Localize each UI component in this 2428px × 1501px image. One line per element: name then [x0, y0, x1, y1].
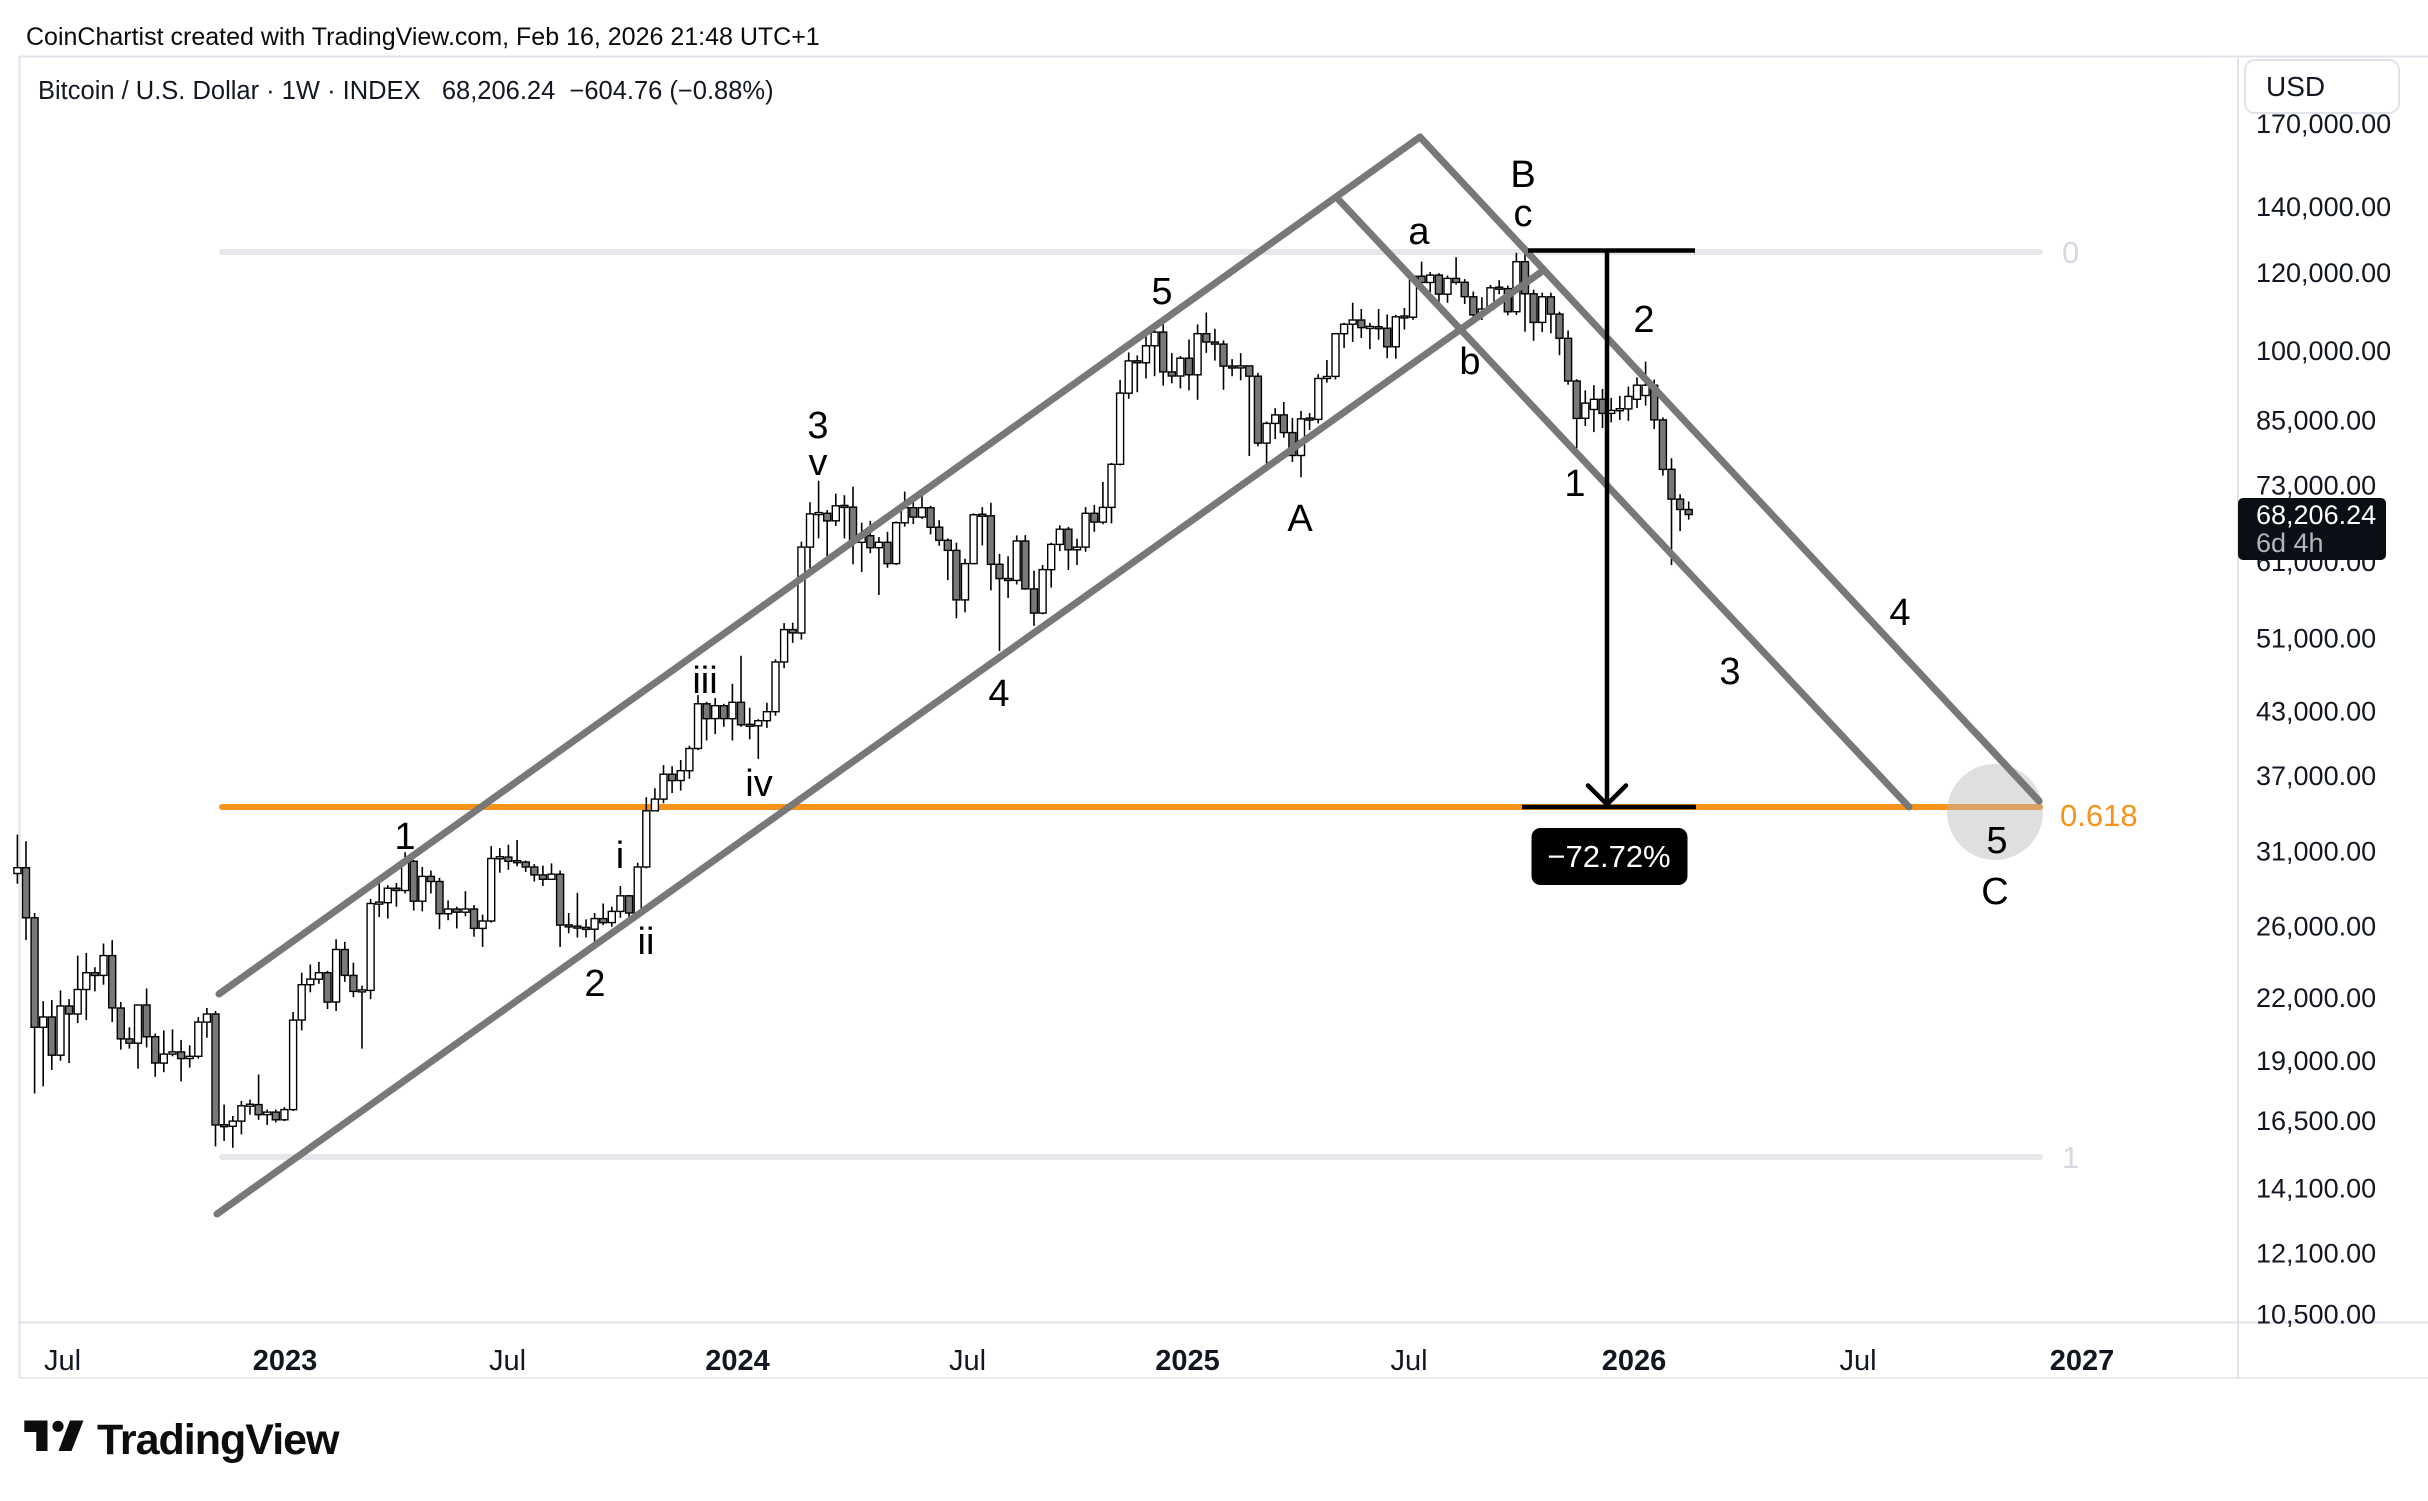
svg-text:51,000.00: 51,000.00	[2256, 624, 2376, 654]
svg-text:4: 4	[988, 673, 1009, 715]
svg-text:16,500.00: 16,500.00	[2256, 1106, 2376, 1136]
svg-text:iv: iv	[745, 763, 772, 805]
svg-text:1: 1	[2062, 1140, 2079, 1175]
svg-text:ii: ii	[638, 921, 655, 963]
svg-text:TradingView: TradingView	[97, 1416, 340, 1464]
svg-text:19,000.00: 19,000.00	[2256, 1046, 2376, 1076]
svg-text:CoinChartist created with Trad: CoinChartist created with TradingView.co…	[26, 23, 820, 51]
svg-text:2025: 2025	[1155, 1345, 1220, 1377]
svg-text:Jul: Jul	[949, 1345, 986, 1377]
svg-text:31,000.00: 31,000.00	[2256, 837, 2376, 867]
svg-text:4: 4	[1889, 592, 1910, 634]
svg-text:43,000.00: 43,000.00	[2256, 697, 2376, 727]
svg-text:73,000.00: 73,000.00	[2256, 470, 2376, 500]
svg-text:12,100.00: 12,100.00	[2256, 1239, 2376, 1269]
svg-text:Jul: Jul	[1390, 1345, 1427, 1377]
svg-text:C: C	[1981, 871, 2008, 913]
svg-text:10,500.00: 10,500.00	[2256, 1299, 2376, 1329]
svg-text:2: 2	[584, 963, 605, 1005]
svg-text:3: 3	[807, 405, 828, 447]
svg-text:1: 1	[1564, 463, 1585, 505]
svg-text:Jul: Jul	[44, 1345, 81, 1377]
svg-text:2024: 2024	[705, 1345, 770, 1377]
svg-text:0: 0	[2062, 235, 2079, 270]
svg-text:5: 5	[1986, 820, 2007, 862]
svg-text:USD: USD	[2266, 71, 2325, 102]
svg-text:14,100.00: 14,100.00	[2256, 1173, 2376, 1203]
svg-text:2027: 2027	[2050, 1345, 2115, 1377]
svg-text:3: 3	[1719, 651, 1740, 693]
svg-text:2026: 2026	[1602, 1345, 1667, 1377]
svg-text:c: c	[1514, 193, 1533, 235]
svg-text:6d 4h: 6d 4h	[2256, 528, 2324, 558]
svg-text:Jul: Jul	[1839, 1345, 1876, 1377]
svg-text:iii: iii	[692, 660, 717, 702]
svg-text:5: 5	[1151, 271, 1172, 313]
svg-text:22,000.00: 22,000.00	[2256, 983, 2376, 1013]
svg-text:b: b	[1459, 341, 1480, 383]
svg-text:1: 1	[394, 816, 415, 858]
svg-text:a: a	[1408, 211, 1430, 253]
svg-text:i: i	[616, 835, 624, 877]
svg-text:v: v	[809, 442, 828, 484]
svg-text:85,000.00: 85,000.00	[2256, 405, 2376, 435]
svg-text:37,000.00: 37,000.00	[2256, 761, 2376, 791]
svg-text:170,000.00: 170,000.00	[2256, 109, 2391, 139]
svg-text:Bitcoin / U.S. Dollar · 1W · I: Bitcoin / U.S. Dollar · 1W · INDEX 68,20…	[38, 77, 774, 105]
svg-text:B: B	[1510, 154, 1535, 196]
svg-text:2023: 2023	[253, 1345, 318, 1377]
svg-text:−72.72%: −72.72%	[1547, 839, 1670, 874]
svg-text:Jul: Jul	[489, 1345, 526, 1377]
svg-text:100,000.00: 100,000.00	[2256, 336, 2391, 366]
svg-text:120,000.00: 120,000.00	[2256, 258, 2391, 288]
svg-text:A: A	[1287, 498, 1313, 540]
svg-text:2: 2	[1633, 299, 1654, 341]
svg-text:140,000.00: 140,000.00	[2256, 192, 2391, 222]
svg-text:68,206.24: 68,206.24	[2256, 500, 2376, 530]
svg-text:0.618: 0.618	[2060, 798, 2138, 833]
svg-text:26,000.00: 26,000.00	[2256, 912, 2376, 942]
